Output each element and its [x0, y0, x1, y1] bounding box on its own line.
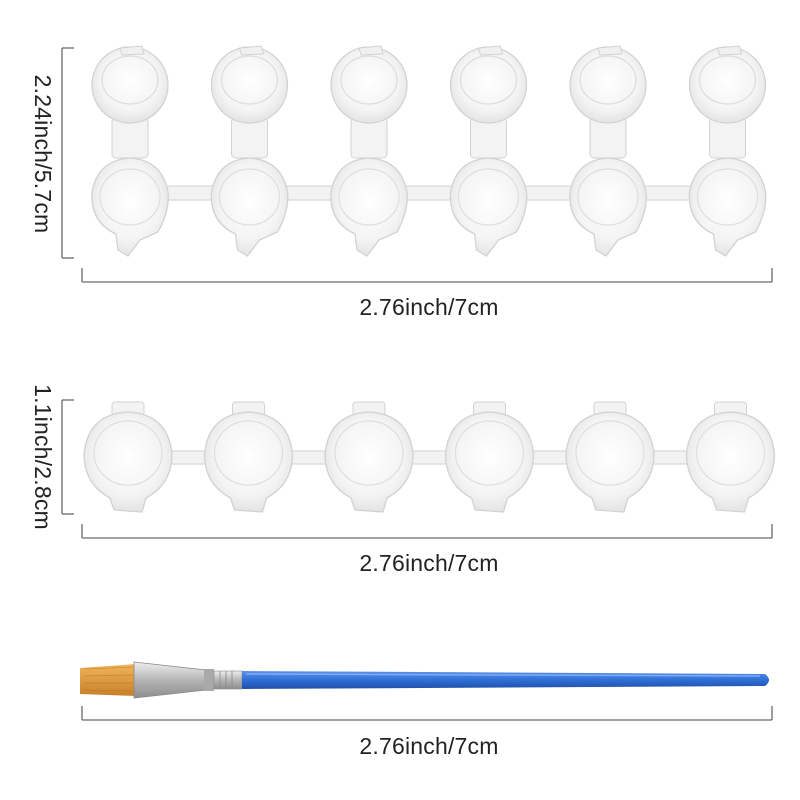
open-pot	[685, 401, 776, 513]
open-strip-width-label: 2.76inch/7cm	[359, 550, 499, 576]
lidded-strip-width-dimension-line	[81, 268, 773, 283]
lidded-pot	[91, 45, 169, 257]
lidded-pot	[688, 45, 767, 257]
open-pot	[565, 401, 655, 513]
open-pot	[324, 401, 414, 513]
open-paint-strip	[83, 401, 776, 513]
lidded-pot	[330, 45, 408, 257]
open-strip-width-dimension-line	[81, 524, 773, 539]
lidded-strip-height-dimension-line	[61, 47, 74, 259]
paint-brush-icon	[80, 661, 769, 699]
brush-length-label: 2.76inch/7cm	[359, 733, 499, 759]
lidded-pot	[210, 45, 289, 257]
open-pot	[203, 401, 294, 513]
lidded-pot	[569, 45, 647, 257]
lidded-strip-height-label: 2.24inch/5.7cm	[30, 74, 56, 234]
open-strip-height-dimension-line	[61, 399, 74, 515]
open-pot	[83, 401, 173, 513]
brush-length-dimension-line	[81, 706, 773, 721]
open-strip-height-label: 1.1inch/2.8cm	[30, 384, 56, 530]
lidded-pot	[449, 45, 528, 257]
lidded-paint-strip	[91, 45, 767, 257]
open-pot	[444, 401, 535, 513]
lidded-strip-width-label: 2.76inch/7cm	[359, 294, 499, 320]
